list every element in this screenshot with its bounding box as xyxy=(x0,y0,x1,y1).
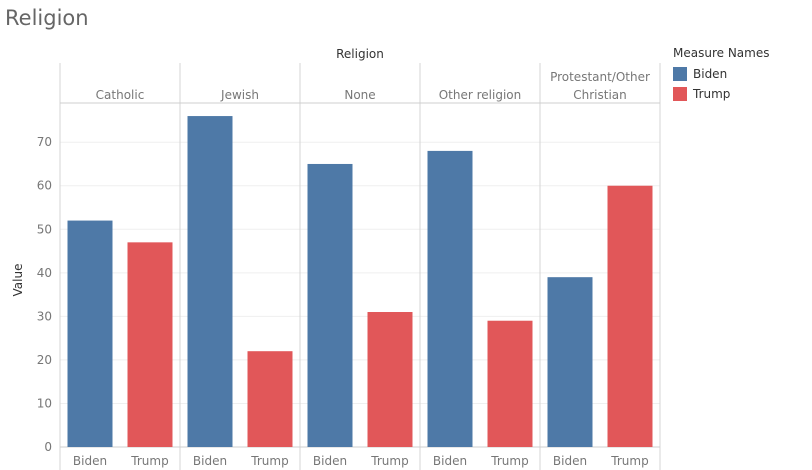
legend-label-trump: Trump xyxy=(693,87,731,101)
bar-trump xyxy=(607,185,653,447)
category-label: Jewish xyxy=(220,88,259,102)
category-label: Other religion xyxy=(439,88,522,102)
page-title: Religion xyxy=(5,6,89,30)
bar-biden xyxy=(187,116,233,447)
category-label: None xyxy=(344,88,375,102)
x-tick-label: Trump xyxy=(490,454,528,468)
bar-trump xyxy=(367,312,413,447)
bar-biden xyxy=(67,220,113,447)
bar-trump xyxy=(487,320,533,447)
x-tick-label: Trump xyxy=(130,454,168,468)
y-tick-label: 60 xyxy=(37,179,52,193)
x-tick-label: Biden xyxy=(313,454,347,468)
y-tick-label: 20 xyxy=(37,353,52,367)
x-tick-label: Biden xyxy=(553,454,587,468)
column-header: Religion xyxy=(336,47,384,61)
bar-biden xyxy=(547,277,593,447)
category-label: Christian xyxy=(573,88,627,102)
y-axis-title: Value xyxy=(11,264,25,297)
legend-item-trump[interactable]: Trump xyxy=(673,84,769,104)
legend-item-biden[interactable]: Biden xyxy=(673,64,769,84)
bar-trump xyxy=(127,242,173,447)
legend-title: Measure Names xyxy=(673,46,770,60)
bar-trump xyxy=(247,351,293,447)
category-label: Protestant/Other xyxy=(550,70,650,84)
y-tick-label: 40 xyxy=(37,266,52,280)
y-tick-label: 0 xyxy=(44,440,52,454)
category-label: Catholic xyxy=(96,88,145,102)
x-tick-label: Trump xyxy=(250,454,288,468)
y-tick-label: 70 xyxy=(37,135,52,149)
legend[interactable]: Measure Names Biden Trump xyxy=(673,46,769,104)
bar-biden xyxy=(307,163,353,447)
x-tick-label: Trump xyxy=(370,454,408,468)
x-tick-label: Biden xyxy=(73,454,107,468)
legend-label-biden: Biden xyxy=(693,67,728,81)
y-tick-label: 10 xyxy=(37,396,52,410)
y-tick-label: 30 xyxy=(37,309,52,323)
x-tick-label: Biden xyxy=(433,454,467,468)
legend-swatch-biden xyxy=(673,67,687,81)
x-tick-label: Biden xyxy=(193,454,227,468)
legend-swatch-trump xyxy=(673,87,687,101)
x-tick-label: Trump xyxy=(610,454,648,468)
y-tick-label: 50 xyxy=(37,222,52,236)
bar-biden xyxy=(427,150,473,447)
